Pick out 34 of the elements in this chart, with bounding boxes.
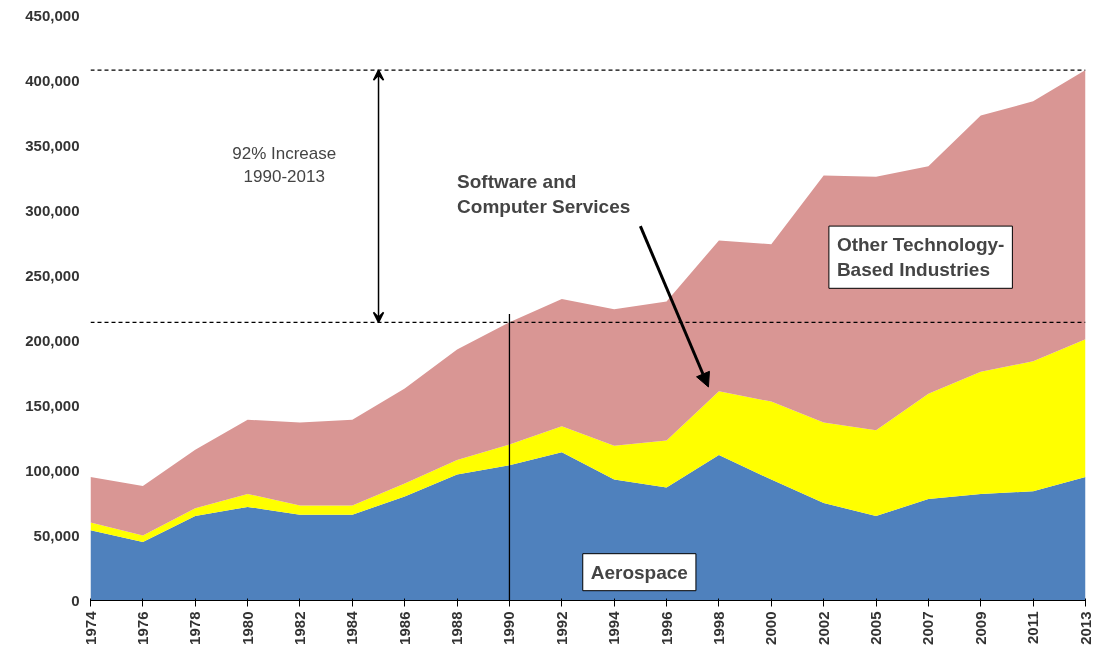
x-tick-label: 1980: [238, 611, 256, 645]
x-tick-label: 2013: [1076, 611, 1094, 645]
y-tick-label: 400,000: [25, 71, 80, 89]
y-tick-label: 350,000: [25, 136, 80, 154]
y-tick-label: 100,000: [25, 461, 80, 479]
x-tick-label: 2011: [1024, 611, 1042, 645]
x-tick-label: 2002: [814, 611, 832, 645]
series-label: Other Technology-Based Industries: [836, 234, 1005, 281]
y-tick-label: 300,000: [25, 201, 80, 219]
series-label: Aerospace: [590, 561, 688, 583]
x-tick-label: 1990: [500, 611, 518, 645]
text: Software and Computer Services: [457, 170, 631, 217]
x-tick-label: 1982: [290, 611, 308, 645]
x-tick-label: 1984: [343, 610, 361, 645]
x-tick-label: 1986: [395, 611, 413, 645]
y-tick-label: 450,000: [25, 6, 80, 24]
x-tick-label: 2005: [867, 611, 885, 645]
x-tick-label: 1992: [552, 611, 570, 645]
y-tick-label: 50,000: [33, 526, 80, 544]
y-tick-label: 0: [71, 591, 80, 609]
x-tick-label: 1996: [657, 611, 675, 645]
x-tick-label: 1998: [709, 611, 727, 645]
annotation: 92% Increase 1990-2013: [232, 144, 337, 186]
x-tick-label: 2007: [919, 611, 937, 645]
y-tick-label: 200,000: [25, 331, 80, 349]
x-tick-label: 1978: [186, 611, 204, 645]
x-tick-label: 1976: [133, 611, 151, 645]
y-tick-label: 250,000: [25, 266, 80, 284]
x-tick-label: 1974: [81, 610, 99, 645]
x-tick-label: 2000: [762, 611, 780, 645]
x-tick-label: 2009: [971, 611, 989, 645]
x-tick-label: 1994: [605, 610, 623, 645]
x-tick-label: 1988: [448, 611, 466, 645]
y-tick-label: 150,000: [25, 396, 80, 414]
